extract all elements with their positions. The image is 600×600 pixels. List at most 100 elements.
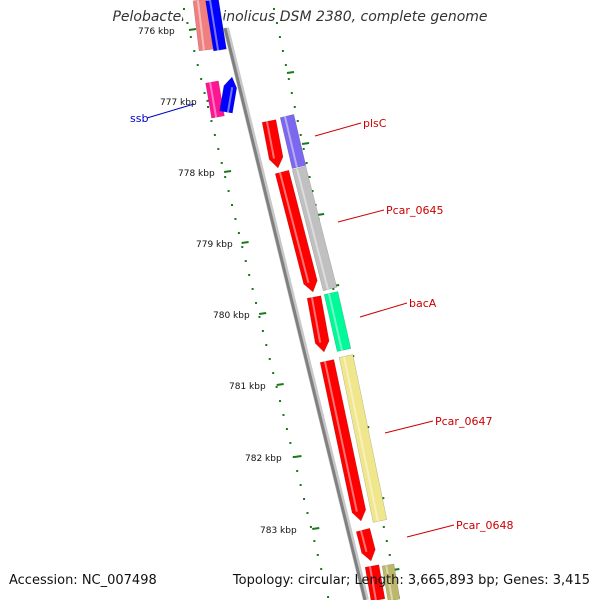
minor-tick bbox=[265, 344, 268, 346]
major-tick bbox=[188, 28, 197, 31]
minor-tick bbox=[285, 428, 288, 430]
minor-tick bbox=[284, 64, 287, 66]
minor-tick bbox=[299, 484, 302, 486]
minor-tick bbox=[234, 218, 237, 220]
gene-label-Pcar_0648[interactable]: Pcar_0648 bbox=[456, 519, 513, 532]
minor-tick bbox=[308, 176, 311, 178]
minor-tick bbox=[316, 554, 319, 556]
minor-tick bbox=[299, 134, 302, 136]
minor-tick bbox=[296, 120, 299, 122]
gene-plsC[interactable] bbox=[279, 114, 307, 169]
gene-leader-line bbox=[384, 420, 434, 434]
minor-tick bbox=[210, 120, 213, 122]
minor-tick bbox=[332, 288, 335, 290]
minor-tick bbox=[309, 526, 312, 528]
major-tick bbox=[301, 142, 310, 145]
gene-red-4[interactable] bbox=[319, 359, 367, 522]
tick-label: 776 kbp bbox=[138, 27, 175, 37]
minor-tick bbox=[305, 162, 308, 164]
minor-tick bbox=[268, 358, 271, 360]
minor-tick bbox=[273, 8, 275, 10]
minor-tick bbox=[385, 540, 388, 542]
minor-tick bbox=[248, 274, 251, 276]
tick-label: 781 kbp bbox=[229, 382, 266, 392]
gene-tail[interactable] bbox=[381, 563, 401, 600]
minor-tick bbox=[272, 372, 275, 374]
major-tick bbox=[241, 241, 249, 244]
minor-tick bbox=[320, 568, 323, 570]
minor-tick bbox=[207, 106, 210, 108]
minor-tick bbox=[289, 442, 292, 444]
minor-tick bbox=[258, 316, 261, 318]
gene-red-2[interactable] bbox=[274, 169, 318, 293]
minor-tick bbox=[279, 400, 282, 402]
tick-label: 779 kbp bbox=[196, 240, 233, 250]
major-tick bbox=[286, 71, 295, 74]
gene-label-ssb[interactable]: ssb bbox=[130, 112, 148, 125]
minor-tick bbox=[261, 330, 264, 332]
gene-label-Pcar_0647[interactable]: Pcar_0647 bbox=[435, 415, 492, 428]
minor-tick bbox=[251, 288, 254, 290]
minor-tick bbox=[220, 162, 223, 164]
minor-tick bbox=[213, 134, 216, 136]
major-tick bbox=[316, 213, 325, 216]
tick-label: 782 kbp bbox=[245, 454, 282, 464]
minor-tick bbox=[278, 36, 281, 38]
genome-summary: Topology: circular; Length: 3,665,893 bp… bbox=[232, 573, 590, 588]
minor-tick bbox=[282, 414, 285, 416]
minor-tick bbox=[382, 526, 385, 528]
gene-label-plsC[interactable]: plsC bbox=[363, 117, 387, 130]
gene-ssb[interactable] bbox=[205, 80, 225, 119]
gene-red-5[interactable] bbox=[355, 527, 376, 562]
tick-label: 783 kbp bbox=[260, 526, 297, 536]
minor-tick bbox=[231, 204, 234, 206]
minor-tick bbox=[313, 540, 316, 542]
minor-tick bbox=[200, 78, 203, 80]
major-tick bbox=[276, 383, 284, 386]
major-tick bbox=[223, 170, 232, 173]
major-tick bbox=[259, 312, 267, 315]
gene-top-blue[interactable] bbox=[205, 0, 227, 52]
minor-tick bbox=[237, 232, 240, 234]
gene-bacA[interactable] bbox=[323, 291, 352, 352]
minor-tick bbox=[388, 554, 391, 556]
minor-tick bbox=[311, 190, 314, 192]
minor-tick bbox=[224, 176, 227, 178]
minor-tick bbox=[193, 50, 196, 52]
minor-tick bbox=[323, 582, 326, 584]
major-tick bbox=[312, 527, 320, 530]
minor-tick bbox=[293, 106, 296, 108]
minor-tick bbox=[203, 92, 206, 94]
tick-label: 778 kbp bbox=[178, 169, 215, 179]
minor-tick bbox=[189, 36, 192, 38]
gene-leader-line bbox=[146, 103, 195, 119]
minor-tick bbox=[186, 22, 189, 24]
gene-ssb-partner[interactable] bbox=[219, 76, 237, 114]
gene-red-3[interactable] bbox=[306, 295, 330, 353]
minor-tick bbox=[255, 302, 258, 304]
minor-tick bbox=[303, 498, 306, 500]
gene-red-6[interactable] bbox=[364, 564, 386, 600]
minor-tick bbox=[196, 64, 199, 66]
gene-leader-line bbox=[359, 302, 408, 318]
gene-Pcar_0647[interactable] bbox=[338, 354, 388, 523]
gene-label-Pcar_0645[interactable]: Pcar_0645 bbox=[386, 204, 443, 217]
minor-tick bbox=[292, 456, 295, 458]
backbone-track bbox=[223, 27, 367, 600]
minor-tick bbox=[244, 260, 247, 262]
minor-tick bbox=[302, 148, 305, 150]
accession-text: Accession: NC_007498 bbox=[9, 573, 157, 588]
gene-Pcar_0645[interactable] bbox=[291, 165, 338, 292]
minor-tick bbox=[327, 596, 330, 598]
minor-tick bbox=[306, 512, 309, 514]
minor-tick bbox=[287, 78, 290, 80]
minor-tick bbox=[281, 50, 284, 52]
minor-tick bbox=[241, 246, 244, 248]
gene-leader-line bbox=[314, 122, 362, 137]
gene-label-bacA[interactable]: bacA bbox=[409, 297, 437, 310]
gene-leader-line bbox=[406, 524, 455, 538]
gene-red-1[interactable] bbox=[261, 119, 284, 169]
gene-leader-line bbox=[337, 209, 385, 223]
